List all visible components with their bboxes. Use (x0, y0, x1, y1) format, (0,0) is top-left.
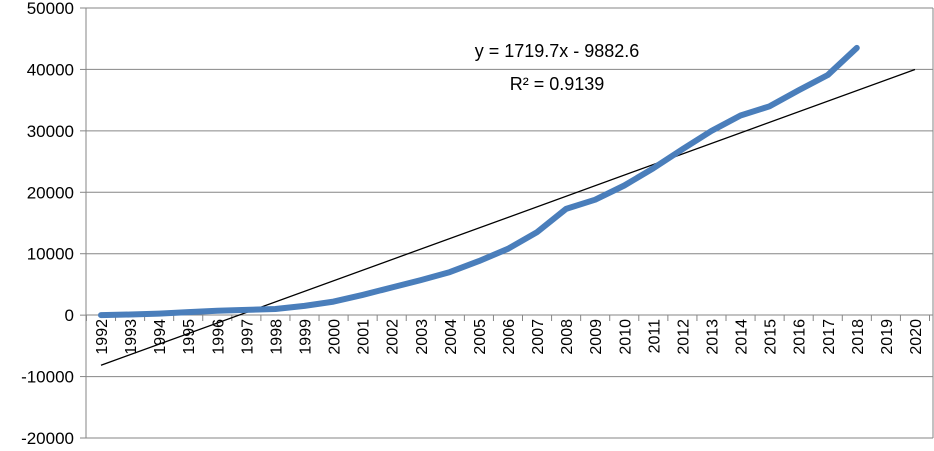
data-point-2015 (769, 105, 771, 107)
data-point-2009 (594, 199, 596, 201)
data-point-2008 (565, 208, 567, 210)
data-point-2005 (478, 260, 480, 262)
x-tick-label: 1996 (210, 319, 227, 355)
data-point-1993 (129, 314, 131, 316)
data-point-1998 (274, 308, 276, 310)
trendline-equation: y = 1719.7x - 9882.6 (475, 41, 640, 61)
axes (85, 8, 934, 438)
y-tick-label: 10000 (27, 245, 74, 264)
x-tick-label: 2015 (763, 319, 780, 355)
y-tick-label: -20000 (21, 429, 74, 446)
y-tick-label: 40000 (27, 60, 74, 79)
x-tick-label: 2017 (821, 319, 838, 355)
data-point-2001 (362, 294, 364, 296)
x-tick-label: 2019 (879, 319, 896, 355)
x-tick-label: 2000 (327, 319, 344, 355)
x-tick-label: 1993 (123, 319, 140, 355)
x-tick-label: 2005 (472, 319, 489, 355)
x-tick-label: 2016 (792, 319, 809, 355)
data-point-1995 (187, 311, 189, 313)
x-tick-label: 1998 (268, 319, 285, 355)
x-tick-label: 1994 (152, 319, 169, 355)
data-point-2013 (710, 130, 712, 132)
data-point-1996 (216, 310, 218, 312)
x-tick-label: 2007 (530, 319, 547, 355)
data-point-2000 (333, 301, 335, 303)
x-axis-ticks: 1992 1993 1994 1995 1996 1997 1998 1999 2000 2001… (94, 319, 925, 355)
gridlines (80, 7, 933, 439)
x-tick-label: 2006 (501, 319, 518, 355)
x-tick-label: 2009 (588, 319, 605, 355)
data-point-2006 (507, 248, 509, 250)
r-squared-label: R² = 0.9139 (510, 74, 605, 94)
data-point-2018 (856, 47, 858, 49)
data-point-2011 (652, 167, 654, 169)
y-tick-label: -10000 (21, 368, 74, 387)
data-point-2003 (420, 279, 422, 281)
linear-trendline (100, 68, 916, 366)
x-tick-label: 2020 (908, 319, 925, 355)
series-line-0 (98, 44, 860, 319)
data-point-2010 (623, 185, 625, 187)
data-point-2004 (449, 271, 451, 273)
x-tick-label: 2014 (734, 319, 751, 355)
y-tick-label: 30000 (27, 122, 74, 141)
y-tick-label: 0 (65, 306, 74, 325)
x-tick-label: 2008 (559, 319, 576, 355)
x-tick-label: 1995 (181, 319, 198, 355)
data-point-1992 (100, 314, 102, 316)
data-point-2017 (827, 74, 829, 76)
x-tick-label: 2004 (443, 319, 460, 355)
data-point-1999 (303, 305, 305, 307)
data-point-1994 (158, 313, 160, 315)
trendline-group (100, 68, 916, 366)
x-tick-label: 2018 (850, 319, 867, 355)
x-tick-label: 2010 (617, 319, 634, 355)
y-tick-label: 50000 (27, 0, 74, 18)
x-tick-label: 2012 (675, 319, 692, 355)
data-point-2012 (681, 148, 683, 150)
x-tick-label: 1999 (297, 319, 314, 355)
series-group (98, 44, 860, 319)
x-tick-label: 1997 (239, 319, 256, 355)
x-tick-label: 2002 (385, 319, 402, 355)
data-point-1997 (245, 309, 247, 311)
x-tick-label: 2013 (704, 319, 721, 355)
data-point-2016 (798, 89, 800, 91)
annotations: y = 1719.7x - 9882.6 R² = 0.9139 (475, 41, 640, 94)
x-tick-label: 2003 (414, 319, 431, 355)
y-tick-label: 20000 (27, 183, 74, 202)
y-axis-ticks: 50000 40000 30000 20000 10000 0 -10000 -20000 (21, 0, 74, 448)
data-point-2014 (740, 115, 742, 116)
x-tick-label: 2011 (646, 319, 663, 354)
x-tick-label: 1992 (94, 319, 111, 355)
data-point-2002 (391, 287, 393, 288)
data-point-2007 (536, 231, 538, 233)
x-tick-label: 2001 (356, 319, 373, 355)
